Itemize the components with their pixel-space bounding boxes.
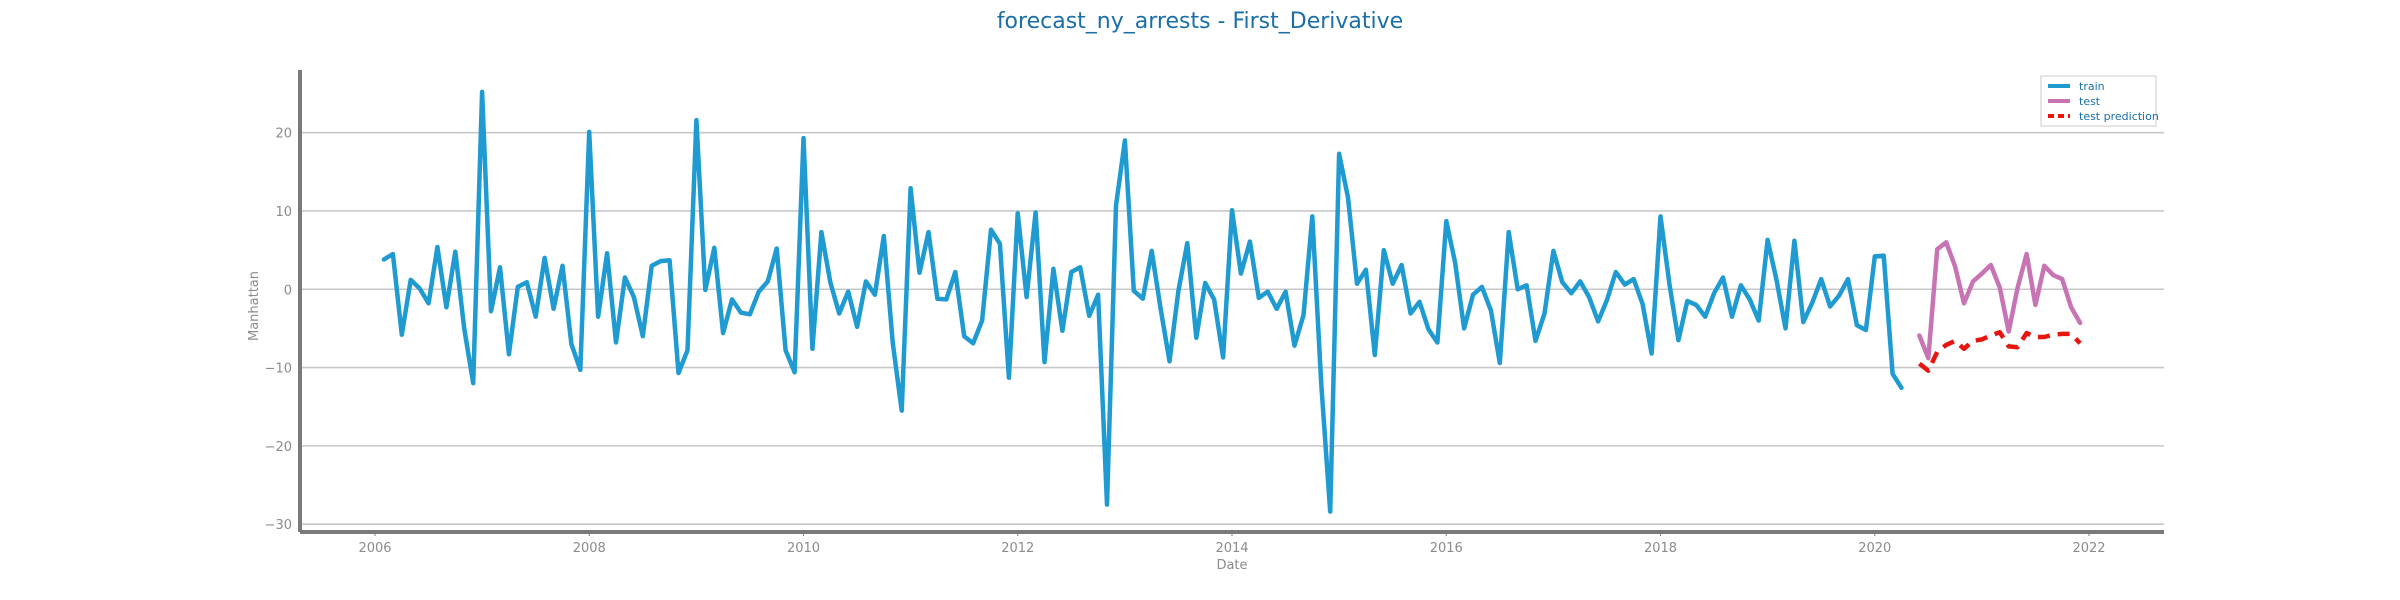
x-tick-label: 2014: [1215, 541, 1248, 556]
x-tick-label: 2016: [1430, 541, 1463, 556]
x-tick-label: 2008: [573, 541, 606, 556]
x-tick-label: 2018: [1644, 541, 1677, 556]
x-tick-label: 2006: [358, 541, 391, 556]
y-tick-label: −30: [265, 518, 292, 533]
legend-label-train: train: [2079, 80, 2105, 93]
series-lines: [381, 89, 2083, 514]
series-line-test-prediction: [1917, 330, 2082, 373]
y-tick-label: 10: [275, 205, 292, 220]
chart-title: forecast_ny_arrests - First_Derivative: [997, 9, 1403, 34]
y-tick-label: −10: [265, 362, 292, 377]
legend-label-test: test: [2079, 95, 2101, 108]
legend-label-test-prediction: test prediction: [2079, 110, 2159, 123]
legend: train test test prediction: [2040, 75, 2159, 127]
x-tick-label: 2022: [2072, 541, 2105, 556]
grid-lines: [300, 131, 2164, 525]
series-line-train: [381, 89, 1904, 514]
axes: [298, 70, 2164, 536]
x-tick-label: 2012: [1001, 541, 1034, 556]
y-axis-label: Manhattan: [247, 271, 262, 341]
series-line-test: [1917, 240, 2083, 361]
x-tick-label: 2020: [1858, 541, 1891, 556]
y-tick-label: −20: [265, 440, 292, 455]
tick-labels: −30 −20 −10 0 10 20 2006 2008 2010 2012 2014 2016 20…: [265, 127, 2106, 556]
x-axis-label: Date: [1216, 558, 1247, 573]
y-tick-label: 20: [275, 127, 292, 142]
x-tick-label: 2010: [787, 541, 820, 556]
y-tick-label: 0: [284, 283, 292, 298]
